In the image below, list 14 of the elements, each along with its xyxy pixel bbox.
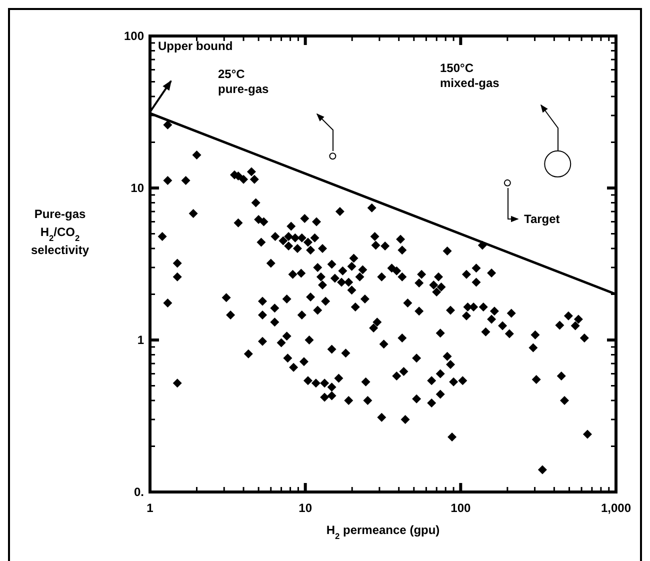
x-tick-label: 10 (298, 501, 312, 515)
annotation: 150°C mixed-gas (440, 61, 500, 90)
y-tick-label: 10 (130, 181, 144, 195)
x-axis-title: H$_{2}$ permeance (gpu) (326, 523, 440, 541)
annotation: Upper bound (158, 39, 233, 53)
annotation: 25°C pure-gas (218, 67, 270, 96)
x-tick-label: 1 (146, 501, 154, 515)
y-tick-label: 1 (137, 333, 144, 347)
y-tick-label: 0. (134, 485, 144, 499)
y-axis-title: Pure-gas H$_{2}$/CO$_{2}$ selectivity (30, 207, 90, 257)
y-tick-label: 100 (124, 29, 144, 43)
x-tick-label: 100 (450, 501, 471, 515)
x-tick-label: 1,000 (600, 501, 632, 515)
annotation: Target (524, 212, 560, 226)
